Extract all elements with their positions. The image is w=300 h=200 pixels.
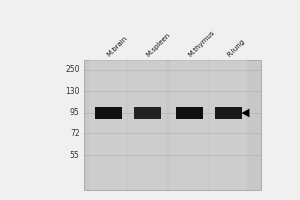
Text: 130: 130 [65,86,80,96]
Bar [89,60,127,190]
Bar [170,60,208,190]
Text: 55: 55 [70,150,80,160]
Bar [84,60,261,190]
Text: 72: 72 [70,129,80,138]
Text: M.thymus: M.thymus [187,29,215,58]
Text: M.spleen: M.spleen [145,32,171,58]
Text: R.lung: R.lung [226,38,246,58]
Bar [128,60,166,190]
Bar [94,107,122,119]
Bar [134,107,160,119]
Text: 250: 250 [65,66,80,74]
Text: 95: 95 [70,108,80,117]
Bar [209,60,247,190]
Text: M.brain: M.brain [106,35,129,58]
Bar [176,107,203,119]
Polygon shape [242,109,249,117]
Bar [214,107,242,119]
